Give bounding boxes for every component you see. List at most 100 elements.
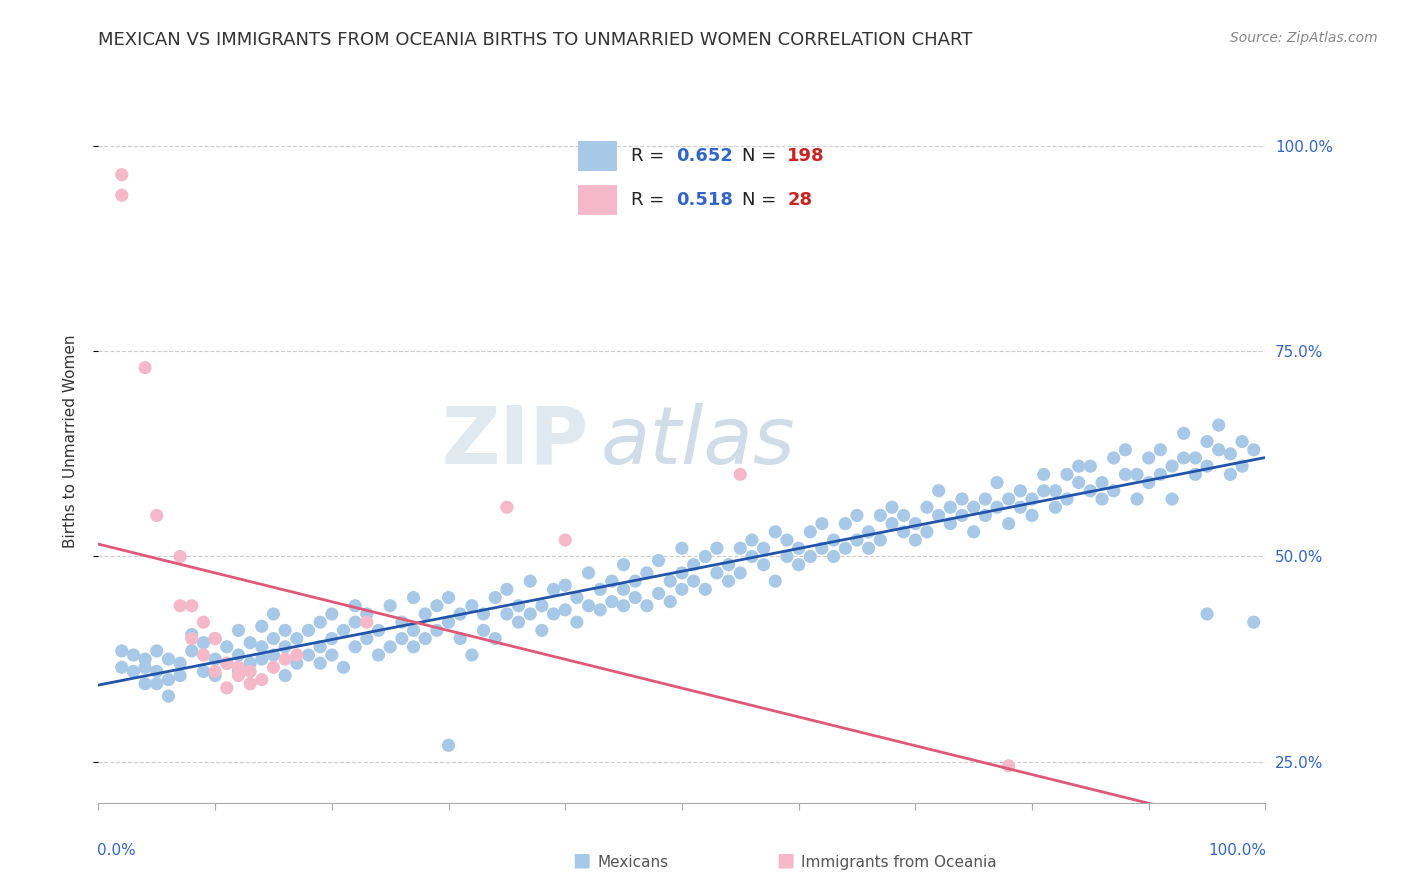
Point — [215, 681, 238, 695]
Point — [356, 615, 378, 630]
Point — [204, 668, 226, 682]
Point — [157, 652, 180, 666]
Point — [1126, 467, 1149, 482]
Point — [1021, 508, 1043, 523]
Point — [636, 566, 658, 580]
Point — [169, 549, 191, 564]
Point — [496, 607, 519, 621]
Point — [204, 652, 226, 666]
Point — [1184, 450, 1206, 465]
Point — [1045, 483, 1067, 498]
Point — [134, 677, 156, 691]
Point — [1114, 442, 1136, 457]
Point — [799, 549, 821, 564]
Point — [134, 660, 156, 674]
Point — [1149, 442, 1171, 457]
Point — [682, 574, 704, 588]
Point — [730, 566, 752, 580]
Point — [624, 574, 647, 588]
Point — [321, 648, 343, 662]
Point — [554, 603, 576, 617]
Point — [717, 558, 740, 572]
Point — [1184, 467, 1206, 482]
Point — [695, 549, 717, 564]
Point — [262, 648, 284, 662]
Point — [1230, 434, 1253, 449]
Point — [1173, 426, 1195, 441]
Point — [578, 566, 600, 580]
Point — [1230, 459, 1253, 474]
Bar — [578, 186, 617, 215]
Point — [600, 574, 623, 588]
Text: ■: ■ — [572, 851, 591, 870]
Point — [285, 648, 308, 662]
Point — [1045, 882, 1067, 892]
Point — [449, 607, 471, 621]
Text: R =: R = — [630, 147, 669, 165]
Point — [239, 665, 262, 679]
Point — [706, 566, 728, 580]
Point — [1067, 475, 1090, 490]
Point — [776, 549, 799, 564]
Point — [1032, 467, 1054, 482]
Point — [344, 599, 367, 613]
Point — [274, 640, 297, 654]
Point — [939, 516, 962, 531]
Point — [391, 632, 413, 646]
Point — [426, 599, 449, 613]
Point — [215, 640, 238, 654]
Point — [1067, 459, 1090, 474]
Point — [1032, 483, 1054, 498]
Point — [519, 574, 541, 588]
Point — [380, 599, 402, 613]
Point — [915, 500, 938, 515]
Bar — [578, 141, 617, 171]
Point — [472, 624, 495, 638]
Point — [671, 566, 693, 580]
Point — [180, 632, 202, 646]
Point — [997, 516, 1019, 531]
Point — [402, 591, 425, 605]
Point — [1137, 475, 1160, 490]
Point — [834, 541, 856, 556]
Point — [1080, 459, 1102, 474]
Point — [146, 644, 169, 658]
Point — [763, 524, 786, 539]
Text: ■: ■ — [776, 851, 794, 870]
Point — [589, 603, 612, 617]
Point — [111, 660, 134, 674]
Point — [671, 582, 693, 597]
Point — [413, 607, 436, 621]
Point — [426, 624, 449, 638]
Point — [1056, 467, 1078, 482]
Point — [250, 619, 273, 633]
Point — [228, 660, 250, 674]
Point — [1208, 442, 1230, 457]
Point — [706, 541, 728, 556]
Point — [846, 533, 869, 547]
Point — [695, 582, 717, 597]
Point — [134, 360, 156, 375]
Point — [472, 607, 495, 621]
Point — [915, 524, 938, 539]
Point — [823, 549, 845, 564]
Point — [869, 533, 891, 547]
Point — [508, 615, 530, 630]
Point — [180, 599, 202, 613]
Text: Mexicans: Mexicans — [598, 855, 669, 870]
Point — [752, 558, 775, 572]
Point — [986, 475, 1008, 490]
Point — [752, 541, 775, 556]
Point — [239, 657, 262, 671]
Point — [461, 599, 484, 613]
Point — [122, 665, 145, 679]
Point — [1091, 475, 1114, 490]
Point — [122, 648, 145, 662]
Point — [193, 648, 215, 662]
Point — [1091, 491, 1114, 506]
Point — [834, 516, 856, 531]
Point — [239, 636, 262, 650]
Point — [730, 467, 752, 482]
Point — [904, 533, 927, 547]
Point — [461, 648, 484, 662]
